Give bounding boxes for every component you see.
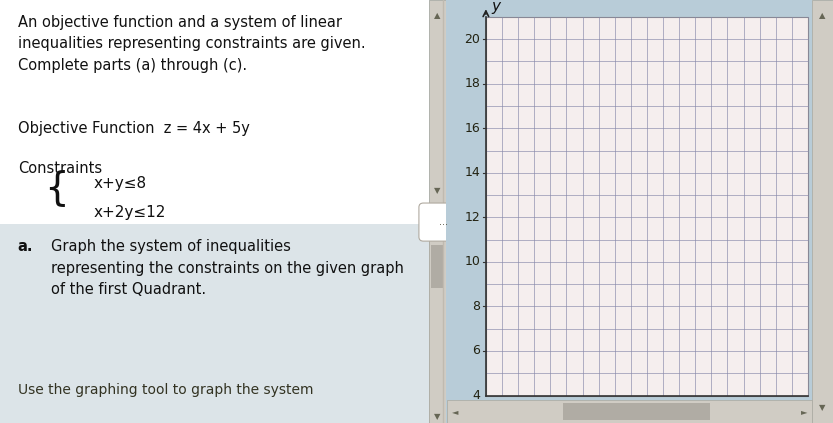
Text: Objective Function  z = 4x + 5y: Objective Function z = 4x + 5y xyxy=(17,121,250,135)
Text: a.: a. xyxy=(17,239,33,254)
FancyBboxPatch shape xyxy=(0,224,429,423)
Text: Graph the system of inequalities
representing the constraints on the given graph: Graph the system of inequalities represe… xyxy=(52,239,404,297)
FancyBboxPatch shape xyxy=(419,203,468,241)
Text: Constraints: Constraints xyxy=(17,161,102,176)
Text: 6: 6 xyxy=(472,344,480,357)
FancyBboxPatch shape xyxy=(0,0,429,224)
FancyBboxPatch shape xyxy=(431,245,444,288)
Text: 14: 14 xyxy=(464,166,480,179)
Text: ...: ... xyxy=(439,217,448,227)
Text: y: y xyxy=(491,0,501,14)
Text: ►: ► xyxy=(801,407,807,416)
FancyBboxPatch shape xyxy=(563,403,710,420)
Text: x+y≤8: x+y≤8 xyxy=(93,176,147,190)
Text: 20: 20 xyxy=(464,33,480,46)
FancyBboxPatch shape xyxy=(486,17,808,396)
Text: ▼: ▼ xyxy=(434,186,441,195)
FancyBboxPatch shape xyxy=(447,400,812,423)
Text: 10: 10 xyxy=(464,255,480,268)
FancyBboxPatch shape xyxy=(429,224,446,423)
Text: 8: 8 xyxy=(472,300,480,313)
Text: ▲: ▲ xyxy=(434,11,441,19)
Text: An objective function and a system of linear
inequalities representing constrain: An objective function and a system of li… xyxy=(17,15,366,73)
Text: 18: 18 xyxy=(464,77,480,90)
Text: ▼: ▼ xyxy=(434,412,441,421)
Text: ◄: ◄ xyxy=(451,407,458,416)
Text: ▼: ▼ xyxy=(819,404,826,412)
Text: 4: 4 xyxy=(472,389,480,402)
Text: {: { xyxy=(45,169,69,207)
FancyBboxPatch shape xyxy=(812,0,833,423)
Text: 16: 16 xyxy=(464,122,480,135)
Text: x+2y≤12: x+2y≤12 xyxy=(93,205,166,220)
Text: Use the graphing tool to graph the system: Use the graphing tool to graph the syste… xyxy=(17,383,313,397)
Text: ▲: ▲ xyxy=(434,226,441,235)
FancyBboxPatch shape xyxy=(429,0,446,423)
Text: 12: 12 xyxy=(464,211,480,224)
Text: ▲: ▲ xyxy=(819,11,826,19)
